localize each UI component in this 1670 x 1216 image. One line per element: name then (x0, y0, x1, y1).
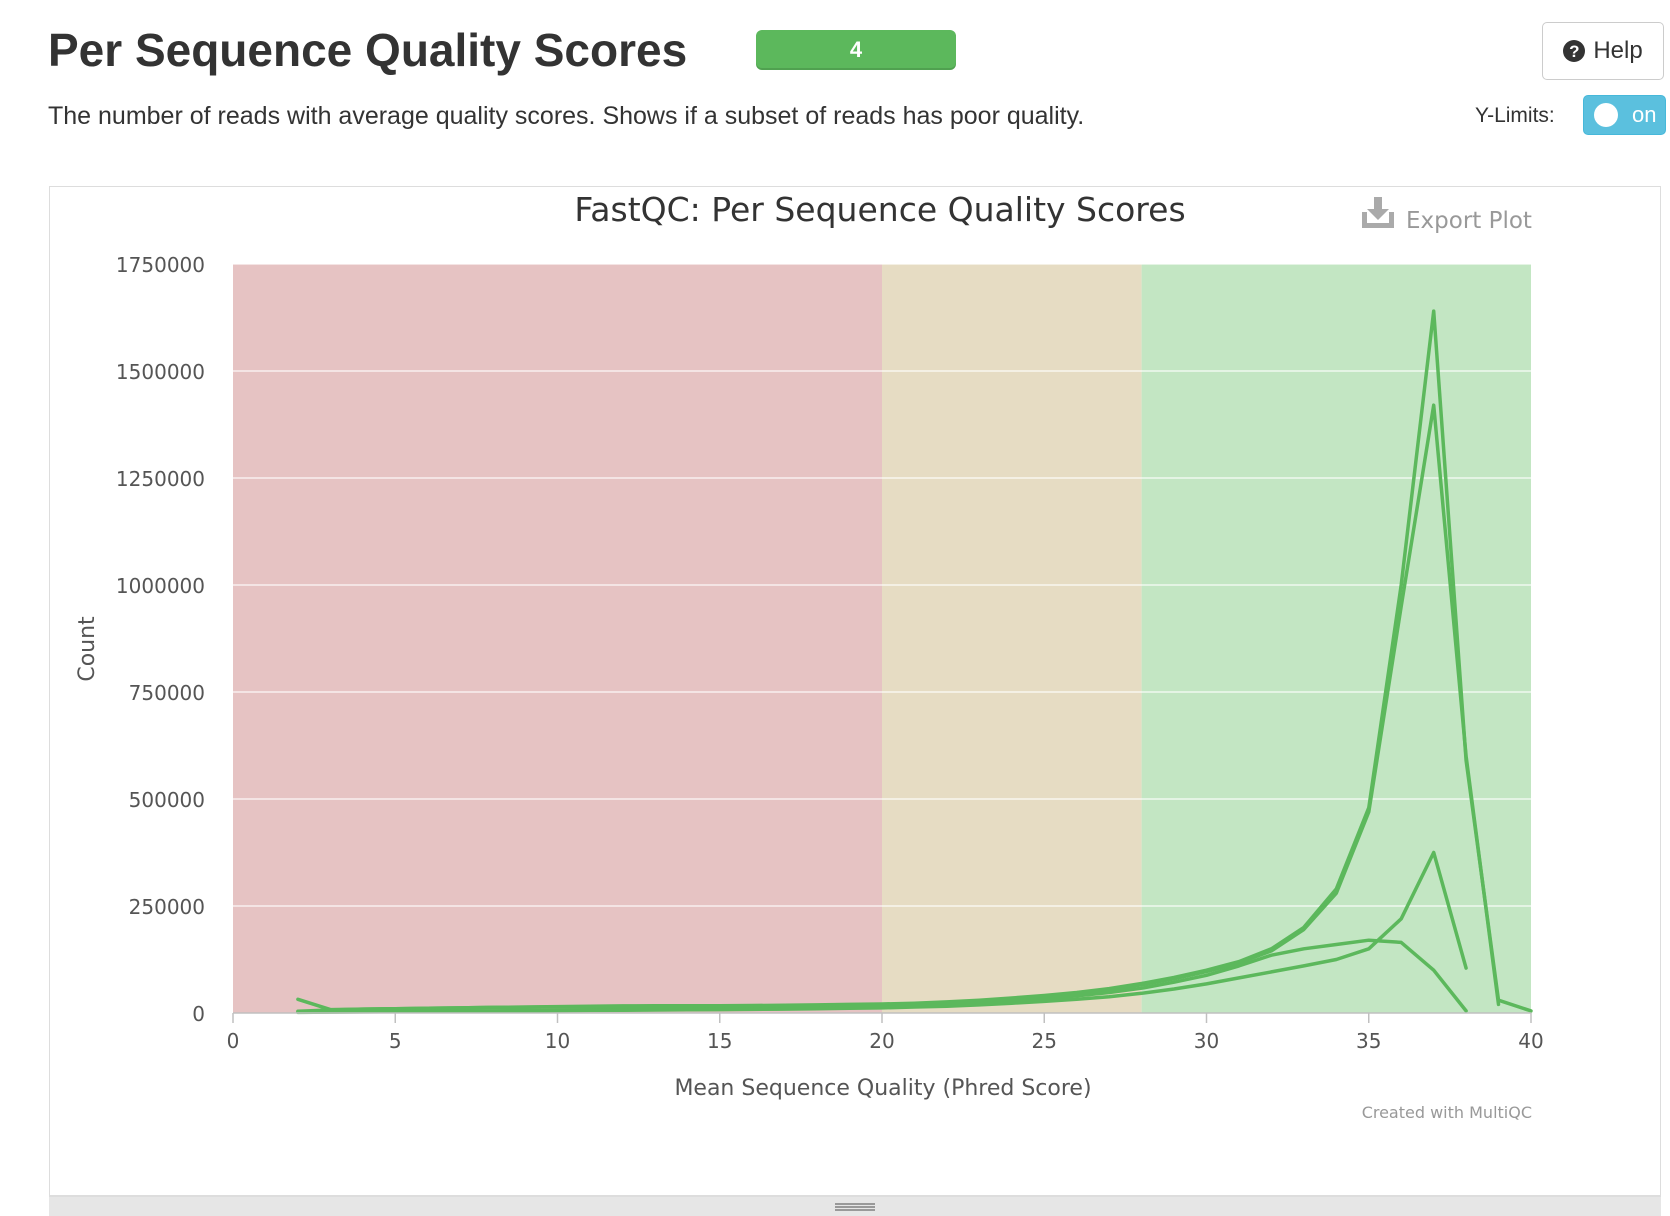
quality-scores-chart: 0 5 10 15 20 25 30 35 40 0 250000 500000 750000 1000… (75, 190, 1544, 1122)
grip-icon (835, 1203, 875, 1211)
toggle-knob (1594, 103, 1618, 127)
y-tick-label: 500000 (129, 788, 205, 812)
help-button[interactable]: ? Help (1542, 22, 1664, 80)
x-tick-label: 15 (707, 1029, 732, 1053)
page-title: Per Sequence Quality Scores (48, 24, 688, 76)
band-warn (882, 264, 1142, 1013)
x-tick-label: 20 (869, 1029, 894, 1053)
y-tick-label: 1250000 (116, 467, 205, 491)
x-tick-label: 25 (1032, 1029, 1057, 1053)
export-plot-button[interactable]: Export Plot (1362, 197, 1532, 234)
export-plot-label: Export Plot (1406, 208, 1532, 234)
download-icon (1362, 197, 1394, 228)
section-description: The number of reads with average quality… (48, 102, 1085, 130)
plot-container: 0 5 10 15 20 25 30 35 40 0 250000 500000 750000 1000… (49, 186, 1661, 1196)
y-tick-label: 250000 (129, 895, 205, 919)
help-button-label: Help (1593, 37, 1643, 64)
x-tick-label: 35 (1356, 1029, 1381, 1053)
status-badge: 4 (756, 30, 956, 70)
y-axis-label: Count (75, 616, 100, 682)
x-tick-label: 0 (227, 1029, 240, 1053)
ylimits-label: Y-Limits: (1475, 104, 1555, 127)
y-tick-label: 1750000 (116, 253, 205, 277)
multiqc-credit: Created with MultiQC (1362, 1103, 1532, 1122)
grid-lines (233, 263, 1531, 907)
x-tick-label: 5 (389, 1029, 402, 1053)
series-line (296, 850, 1468, 1015)
plot-resize-handle[interactable] (49, 1196, 1661, 1216)
y-tick-label: 1500000 (116, 360, 205, 384)
y-tick-label: 750000 (129, 681, 205, 705)
threshold-bands (233, 264, 1531, 1013)
chart-title: FastQC: Per Sequence Quality Scores (574, 190, 1185, 229)
band-pass (1141, 264, 1531, 1013)
band-fail (233, 264, 882, 1013)
question-circle-icon: ? (1563, 40, 1586, 62)
y-tick-label: 1000000 (116, 574, 205, 598)
x-axis: 0 5 10 15 20 25 30 35 40 (227, 1012, 1544, 1053)
x-axis-label: Mean Sequence Quality (Phred Score) (674, 1076, 1091, 1101)
y-tick-label: 0 (192, 1002, 205, 1026)
x-tick-label: 10 (545, 1029, 570, 1053)
ylimits-toggle[interactable]: on (1583, 95, 1666, 135)
x-tick-label: 30 (1194, 1029, 1219, 1053)
x-tick-label: 40 (1518, 1029, 1543, 1053)
y-axis: 0 250000 500000 750000 1000000 1250000 1500000… (116, 253, 205, 1026)
series-lines (296, 309, 1533, 1015)
ylimits-toggle-label: on (1632, 102, 1657, 127)
